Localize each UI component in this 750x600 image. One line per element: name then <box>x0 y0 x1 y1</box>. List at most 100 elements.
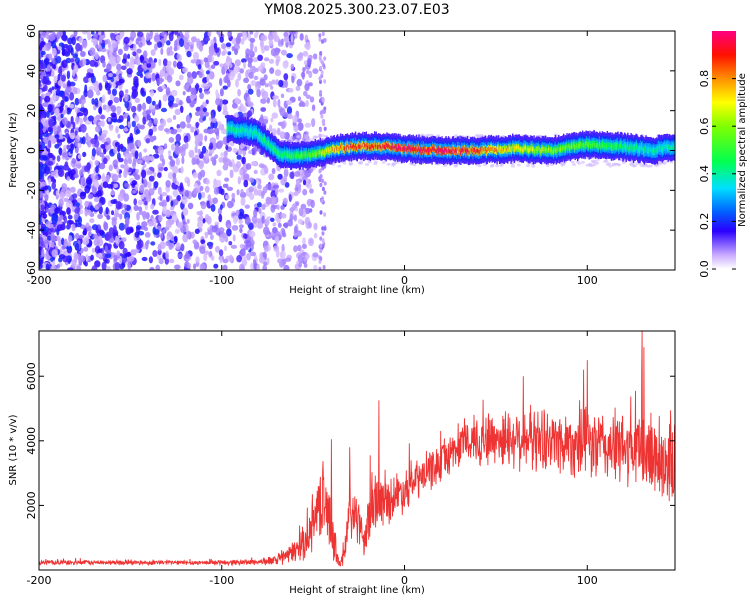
noise-speckle <box>176 53 180 60</box>
noise-speckle <box>283 31 289 38</box>
noise-speckle <box>154 34 161 43</box>
noise-speckle <box>249 41 254 51</box>
noise-speckle <box>108 124 114 131</box>
noise-speckle <box>193 242 199 250</box>
faint-signal-speckle <box>592 163 597 167</box>
noise-speckle <box>91 147 96 157</box>
noise-speckle <box>204 232 208 239</box>
noise-speckle <box>196 211 203 216</box>
noise-speckle <box>307 221 312 229</box>
noise-speckle <box>261 90 269 100</box>
ridge-cell <box>439 147 441 152</box>
ridge-cell <box>305 152 307 157</box>
noise-speckle <box>246 252 251 261</box>
noise-speckle <box>277 98 281 108</box>
noise-speckle <box>86 72 92 79</box>
noise-speckle <box>283 168 289 178</box>
noise-speckle <box>67 214 73 220</box>
ridge-cell <box>366 145 368 150</box>
noise-speckle <box>105 206 109 215</box>
ridge-cell <box>384 144 386 149</box>
faint-signal-speckle <box>632 164 636 168</box>
noise-speckle <box>264 166 269 175</box>
noise-speckle <box>125 217 130 226</box>
noise-speckle <box>234 97 240 104</box>
noise-speckle <box>146 114 151 121</box>
noise-speckle <box>133 43 137 53</box>
noise-speckle <box>159 69 166 77</box>
noise-speckle <box>81 136 86 145</box>
noise-speckle <box>165 240 171 247</box>
noise-speckle <box>312 68 319 74</box>
noise-speckle <box>148 220 154 227</box>
noise-speckle <box>102 74 108 83</box>
noise-speckle <box>106 266 111 270</box>
noise-speckle <box>61 237 65 246</box>
noise-speckle <box>293 225 298 234</box>
ridge-cell <box>441 148 443 152</box>
noise-speckle <box>111 173 119 183</box>
faint-signal-speckle <box>395 161 399 165</box>
noise-speckle <box>280 93 285 99</box>
noise-speckle <box>161 85 166 90</box>
noise-speckle <box>319 248 323 253</box>
noise-speckle <box>272 95 279 100</box>
noise-speckle <box>219 88 224 97</box>
noise-speckle <box>73 174 79 179</box>
noise-speckle <box>77 154 82 160</box>
noise-speckle <box>296 53 304 62</box>
faint-signal-speckle <box>337 164 342 168</box>
noise-speckle <box>163 143 168 150</box>
noise-speckle <box>46 64 52 72</box>
noise-speckle <box>243 77 250 84</box>
noise-speckle <box>215 245 220 253</box>
noise-speckle <box>54 143 60 149</box>
noise-speckle <box>98 205 103 215</box>
noise-speckle <box>69 195 73 202</box>
noise-speckle <box>179 182 184 191</box>
noise-speckle <box>52 260 56 268</box>
ridge-cell <box>382 144 384 148</box>
noise-speckle <box>312 104 316 110</box>
noise-speckle <box>302 188 308 196</box>
noise-speckle <box>111 218 117 227</box>
ridge-cell <box>424 148 426 153</box>
ridge-cell <box>454 149 456 154</box>
noise-speckle <box>179 105 184 114</box>
noise-speckle <box>83 237 90 245</box>
ridge-cell <box>294 154 297 158</box>
noise-speckle <box>258 256 265 264</box>
noise-speckle <box>51 47 57 57</box>
ridge-cell <box>329 149 331 153</box>
noise-speckle <box>153 117 158 126</box>
noise-speckle <box>195 121 199 129</box>
noise-speckle <box>254 46 258 53</box>
noise-speckle <box>319 256 323 261</box>
noise-speckle <box>51 215 58 224</box>
noise-speckle <box>194 134 201 141</box>
ridge-cell <box>241 128 243 132</box>
noise-speckle <box>223 150 228 157</box>
noise-speckle <box>190 59 197 64</box>
noise-speckle <box>304 83 310 92</box>
noise-speckle <box>204 214 210 223</box>
noise-speckle <box>236 255 243 263</box>
ridge-cell <box>423 146 425 151</box>
noise-speckle <box>217 140 224 148</box>
noise-speckle <box>266 257 270 265</box>
ridge-cell <box>342 148 344 153</box>
ridge-cell <box>418 146 420 151</box>
noise-speckle <box>260 114 264 122</box>
noise-speckle <box>59 191 65 200</box>
ridge-cell <box>302 154 304 158</box>
noise-speckle <box>91 31 95 35</box>
noise-speckle <box>239 248 246 257</box>
noise-speckle <box>279 107 286 117</box>
ridge-cell <box>475 149 478 154</box>
ridge-cell <box>266 140 269 145</box>
ridge-cell <box>313 152 316 157</box>
noise-speckle <box>79 117 83 125</box>
faint-signal-speckle <box>320 134 325 138</box>
ridge-cell <box>352 145 354 150</box>
noise-speckle <box>115 34 122 42</box>
